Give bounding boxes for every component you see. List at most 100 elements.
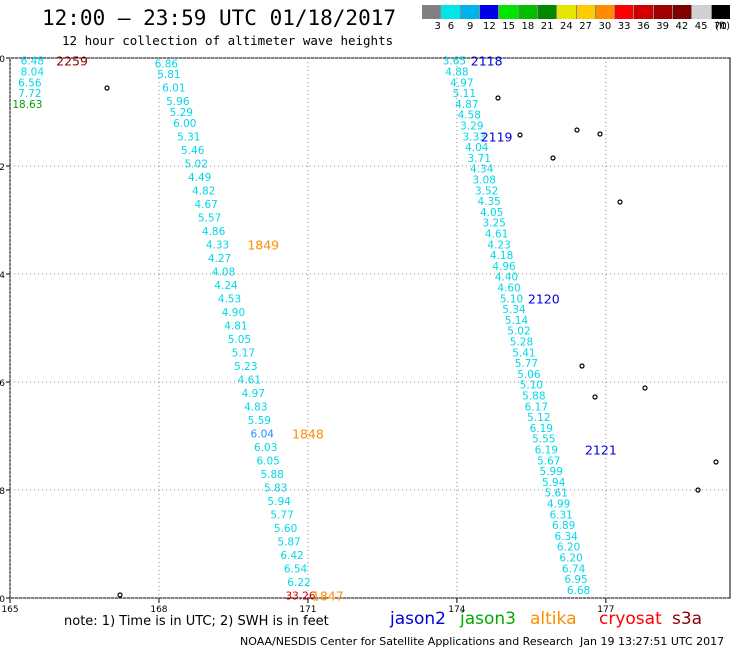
time-label-altika: 1849 [247, 237, 279, 252]
x-tick-label: 171 [299, 605, 316, 615]
legend-swatch [422, 5, 442, 19]
swh-value-jason2: 5.12 [527, 412, 550, 424]
legend-label: 45 [694, 21, 708, 32]
legend-label: 24 [560, 21, 573, 32]
swh-value-jason2: 4.23 [487, 239, 510, 251]
time-label-jason2: 2121 [585, 443, 617, 458]
swh-value-jason2: 6.34 [554, 531, 578, 543]
swh-value-jason2: 5.77 [515, 358, 538, 370]
swh-value-jason2: 4.88 [445, 67, 468, 79]
island-shape [592, 394, 598, 400]
plot-frame [9, 57, 731, 599]
swh-value-altika: 33.26 [285, 590, 315, 602]
y-tick-label: -4 [0, 271, 5, 281]
swh-value-altika: 5.88 [260, 469, 283, 481]
mission-label-altika: altika [530, 609, 577, 629]
swh-value-altika: 4.67 [194, 199, 217, 211]
swh-value-jason2: 5.11 [453, 88, 476, 100]
island-shape [695, 487, 701, 493]
swh-value-altika: 6.42 [280, 550, 303, 562]
swh-value-altika: 6.05 [257, 455, 280, 467]
y-tick-label: -8 [0, 487, 5, 497]
swh-value-altika: 4.49 [188, 172, 211, 184]
island-shape [597, 131, 603, 137]
swh-value-altika: 6.54 [284, 563, 308, 575]
legend-label: 42 [675, 21, 689, 32]
swh-value-jason2: 5.34 [502, 304, 526, 316]
legend-label: 3 [434, 21, 441, 32]
swh-value-cryosat: 7.72 [18, 88, 41, 100]
time-label-jason2: 2118 [471, 54, 503, 69]
legend-unit: (ft) [714, 21, 730, 32]
swh-value-jason2: 5.61 [545, 488, 568, 500]
swh-value-jason2: 4.40 [495, 272, 518, 284]
y-tick-label: -6 [0, 379, 5, 389]
island-shape [579, 363, 585, 369]
legend-swatch [615, 5, 635, 19]
swh-value-altika: 4.27 [208, 253, 231, 265]
swh-value-altika: 5.83 [264, 482, 287, 494]
swh-value-altika: 5.94 [267, 496, 291, 508]
island-shape [104, 85, 110, 91]
swh-value-jason2: 3.29 [460, 121, 483, 133]
x-tick-label: 174 [448, 605, 465, 615]
swh-value-altika: 6.04 [251, 428, 275, 440]
swh-value-cryosat: 8.04 [21, 67, 45, 79]
island-shape [550, 155, 556, 161]
time-label-cryosat: 2259 [56, 54, 88, 69]
legend-swatch [576, 5, 596, 19]
swh-value-jason2: 6.17 [525, 401, 548, 413]
time-label-altika: 1847 [312, 588, 344, 603]
swh-value-jason2: 4.04 [465, 142, 489, 154]
legend-label: 27 [579, 21, 592, 32]
legend-label: 6 [447, 21, 455, 32]
swh-value-altika: 6.86 [155, 58, 179, 70]
swh-value-altika: 4.83 [244, 401, 267, 413]
legend-swatch [518, 5, 538, 19]
x-tick-label: 168 [150, 605, 167, 615]
swh-value-altika: 4.08 [212, 266, 235, 278]
mission-label-s3a: s3a [672, 609, 703, 629]
swh-value-altika: 4.90 [222, 307, 245, 319]
swh-value-jason2: 6.89 [552, 520, 575, 532]
note-text: note: 1) Time is in UTC; 2) SWH is in fe… [64, 614, 329, 629]
legend-swatch [711, 5, 730, 19]
swh-value-jason2: 4.87 [455, 99, 478, 111]
legend-label: 39 [656, 21, 669, 32]
swh-value-jason2: 4.96 [492, 261, 516, 273]
legend-swatch [634, 5, 654, 19]
swh-value-jason2: 5.14 [505, 315, 529, 327]
swh-value-jason2: 3.71 [468, 153, 491, 165]
swh-value-altika: 5.02 [185, 158, 208, 170]
island-shape [642, 385, 648, 391]
swh-value-jason2: 5.99 [540, 466, 563, 478]
island-shape [117, 592, 123, 598]
mission-label-cryosat: cryosat [599, 609, 662, 629]
legend-label: 21 [540, 21, 554, 32]
swh-value-jason2: 5.55 [532, 434, 555, 446]
swh-value-jason2: 5.67 [537, 455, 560, 467]
legend-swatch [460, 5, 480, 19]
swh-value-cryosat: 18.63 [12, 99, 42, 111]
island-shape [617, 199, 623, 205]
legend-swatches [422, 5, 730, 19]
legend-label: 33 [617, 21, 631, 32]
swh-value-altika: 4.33 [206, 239, 229, 251]
swh-value-jason2: 6.31 [549, 509, 572, 521]
swh-value-jason2: 3.65 [443, 56, 466, 68]
swh-value-altika: 5.29 [170, 107, 193, 119]
mission-label-jason2: jason2 [390, 609, 446, 629]
swh-value-altika: 5.17 [232, 347, 255, 359]
legend-swatch [537, 5, 558, 19]
y-tick-label: 0 [0, 55, 5, 65]
swh-value-jason2: 6.19 [530, 423, 553, 435]
swh-value-jason2: 4.34 [470, 164, 494, 176]
swh-value-altika: 4.53 [218, 293, 241, 305]
swh-value-altika: 4.24 [214, 280, 238, 292]
swh-value-jason2: 3.25 [482, 218, 505, 230]
time-label-jason2: 2120 [528, 291, 560, 306]
swh-value-altika: 4.61 [238, 374, 261, 386]
legend-swatch [479, 5, 500, 19]
island-shape [713, 459, 719, 465]
swh-value-altika: 4.82 [192, 185, 215, 197]
